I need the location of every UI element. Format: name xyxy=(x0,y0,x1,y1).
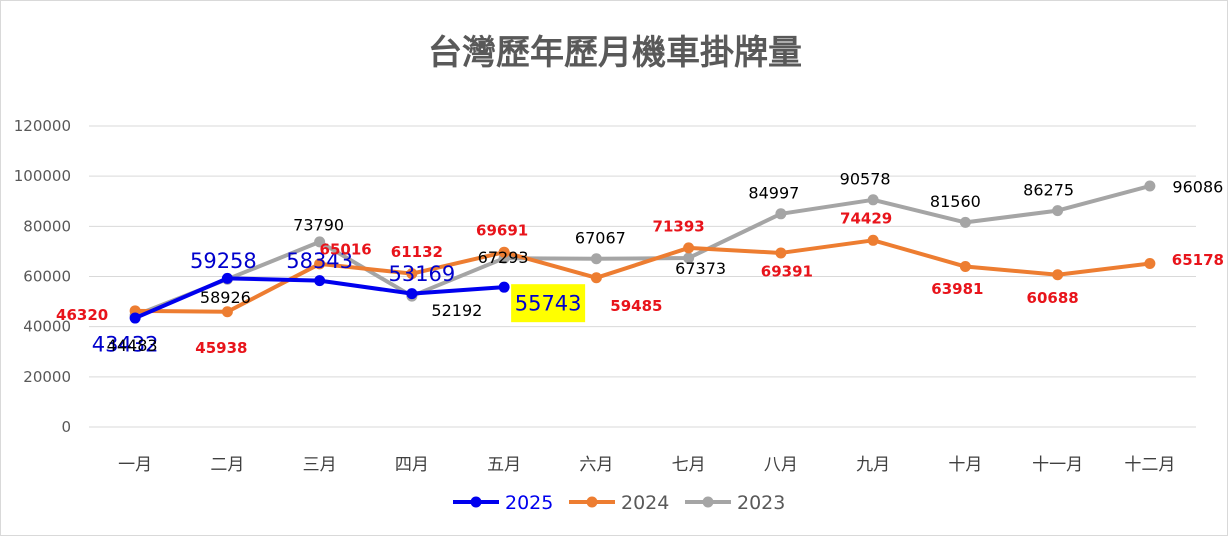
data-point-2023 xyxy=(1144,180,1156,192)
legend-swatch-marker xyxy=(586,496,598,508)
y-tick-label: 120000 xyxy=(14,117,71,135)
data-point-2023 xyxy=(959,216,971,228)
legend-label-2023: 2023 xyxy=(737,492,785,514)
data-point-2025 xyxy=(129,312,141,324)
y-tick-label: 60000 xyxy=(23,268,71,286)
legend: 2025 2024 2023 xyxy=(453,492,785,514)
chart-title: 台灣歷年歷月機車掛牌量 xyxy=(428,33,802,73)
data-label-2023: 96086 xyxy=(1172,178,1223,197)
data-point-2024 xyxy=(590,272,602,284)
data-label-2023: 67293 xyxy=(478,248,529,267)
data-label-2025: 59258 xyxy=(190,249,257,273)
data-point-2024 xyxy=(314,258,326,270)
data-label-2025: 43432 xyxy=(92,333,159,357)
data-label-2024: 63981 xyxy=(931,280,983,298)
x-tick-label: 三月 xyxy=(303,455,337,475)
x-tick-label: 四月 xyxy=(395,455,429,475)
data-label-2023: 84997 xyxy=(748,184,799,203)
x-tick-label: 十二月 xyxy=(1124,455,1175,475)
data-label-2023: 81560 xyxy=(930,192,981,211)
x-tick-label: 十一月 xyxy=(1032,455,1083,475)
data-point-2023 xyxy=(590,253,602,265)
grid xyxy=(89,125,1196,428)
data-point-2024 xyxy=(867,234,879,246)
data-label-2023: 73790 xyxy=(293,216,344,235)
data-label-2025: 53169 xyxy=(388,262,455,286)
data-label-2024: 59485 xyxy=(610,297,662,315)
data-labels: 43432 59258 58343 53169 55743 46320 45938 65016… xyxy=(56,170,1224,358)
data-label-2024: 65178 xyxy=(1172,251,1224,269)
series-lines xyxy=(129,180,1156,324)
data-label-2025: 58343 xyxy=(286,249,353,273)
data-point-2025 xyxy=(221,272,233,284)
data-label-2025: 55743 xyxy=(515,292,582,316)
data-label-2024: 61132 xyxy=(391,243,443,261)
data-point-2025 xyxy=(498,281,510,293)
data-label-2023: 58926 xyxy=(200,288,251,307)
data-point-2023 xyxy=(775,208,787,220)
data-point-2024 xyxy=(683,242,695,254)
data-point-2024 xyxy=(221,306,233,318)
data-label-2024: 46320 xyxy=(56,306,108,324)
x-tick-label: 二月 xyxy=(210,455,244,475)
y-tick-label: 40000 xyxy=(23,318,71,336)
data-point-2024 xyxy=(406,268,418,280)
data-label-2023: 67373 xyxy=(675,259,726,278)
x-tick-label: 一月 xyxy=(118,455,152,475)
x-tick-label: 五月 xyxy=(487,455,521,475)
legend-swatch-marker xyxy=(702,496,714,508)
series-line-2023 xyxy=(133,183,1152,318)
data-label-2024: 65016 xyxy=(320,240,372,258)
highlight-box xyxy=(511,284,586,323)
legend-label-2024: 2024 xyxy=(621,492,669,514)
y-tick-label: 20000 xyxy=(23,368,71,386)
data-label-2024: 74429 xyxy=(840,210,892,228)
data-label-2024: 45938 xyxy=(195,339,247,357)
data-point-2023 xyxy=(683,252,695,264)
x-tick-label: 八月 xyxy=(764,455,798,475)
data-label-2023: 52192 xyxy=(431,301,482,320)
y-axis-ticks: 0 20000 40000 60000 80000 100000 120000 xyxy=(14,117,71,436)
data-point-2025 xyxy=(406,288,418,300)
data-point-2023 xyxy=(867,194,879,206)
data-point-2024 xyxy=(1052,269,1064,281)
data-label-2024: 69391 xyxy=(761,262,813,280)
data-point-2023 xyxy=(1052,205,1064,217)
y-tick-label: 100000 xyxy=(14,167,71,185)
data-label-2023: 67067 xyxy=(575,229,626,248)
legend-label-2025: 2025 xyxy=(505,492,553,514)
data-point-2024 xyxy=(1144,258,1156,270)
data-label-2024: 60688 xyxy=(1027,289,1079,307)
data-point-2024 xyxy=(959,261,971,273)
data-label-2024: 71393 xyxy=(653,217,705,235)
legend-swatch-marker xyxy=(470,496,482,508)
data-point-2023 xyxy=(314,236,326,248)
x-axis-ticks: 一月 二月 三月 四月 五月 六月 七月 八月 九月 十月 十一月 十二月 xyxy=(118,455,1175,475)
x-tick-label: 十月 xyxy=(948,455,982,475)
data-point-2024 xyxy=(498,246,510,258)
series-line-2024 xyxy=(133,238,1152,314)
data-label-2023: 44483 xyxy=(107,336,158,355)
x-tick-label: 九月 xyxy=(856,455,890,475)
x-tick-label: 七月 xyxy=(672,455,706,475)
data-label-2023: 90578 xyxy=(840,170,891,189)
y-tick-label: 80000 xyxy=(23,217,71,235)
data-label-2024: 69691 xyxy=(476,222,528,240)
y-tick-label: 0 xyxy=(61,418,71,436)
data-label-2023: 86275 xyxy=(1023,180,1074,199)
x-tick-label: 六月 xyxy=(579,455,613,475)
data-point-2025 xyxy=(314,275,326,287)
data-point-2024 xyxy=(775,247,787,259)
